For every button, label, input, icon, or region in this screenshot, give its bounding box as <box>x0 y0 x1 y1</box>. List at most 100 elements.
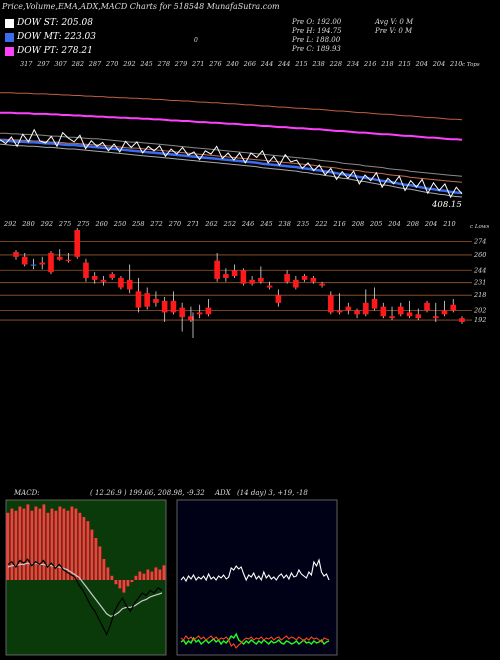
top-tick-label: 292 <box>122 60 135 68</box>
adx-values: (14 day) 3, +19, -18 <box>237 489 308 497</box>
legend-swatch-mt <box>5 32 14 42</box>
macd-histogram-bar <box>90 529 94 580</box>
macd-histogram-bar <box>102 559 106 580</box>
top-tick-label: 204 <box>415 60 428 68</box>
macd-histogram-bar <box>34 506 38 580</box>
macd-histogram-bar <box>22 508 26 580</box>
candle-tick-label: 252 <box>223 220 236 228</box>
dow-mt-line <box>0 138 463 195</box>
macd-histogram-bar <box>62 508 66 580</box>
level-label: 274 <box>473 238 486 246</box>
macd-histogram-bar <box>146 569 150 580</box>
candlestick-panel: 292 280 292 275 275 260 250 258 272 270 271 262 252 2… <box>0 220 490 338</box>
top-tick-label: 216 <box>363 60 376 68</box>
adx-panel <box>176 499 338 656</box>
legend-dow-st: DOW ST: 205.08 <box>5 18 93 28</box>
macd-histogram-bar <box>138 571 142 580</box>
top-tick-label: 279 <box>174 60 187 68</box>
macd-histogram-bar <box>98 546 102 580</box>
candle-down <box>293 279 299 288</box>
price-line <box>0 128 463 199</box>
macd-histogram-bar <box>130 580 134 583</box>
macd-histogram-bar <box>58 506 62 580</box>
candle-up <box>30 264 37 266</box>
candle-tick-label: 208 <box>351 220 364 228</box>
legend-label-mt: DOW MT: 223.03 <box>17 32 96 42</box>
top-tick-label: 238 <box>311 60 324 68</box>
chart-title: Price,Volume,EMA,ADX,MACD Charts for 518… <box>2 2 280 11</box>
candle-tick-label: 260 <box>95 220 108 228</box>
candle-tick-label: 208 <box>406 220 419 228</box>
macd-histogram-bar <box>6 512 10 580</box>
macd-histogram-bar <box>18 506 22 580</box>
minus-di-line <box>180 635 330 649</box>
candle-down <box>432 316 439 319</box>
candle-down <box>74 230 81 257</box>
candle-down <box>56 256 63 260</box>
macd-histogram-bar <box>158 569 162 580</box>
macd-histogram-bar <box>82 517 86 580</box>
candle-tick-label: 275 <box>76 220 89 228</box>
macd-histogram-bar <box>26 504 30 580</box>
candle-down <box>275 295 282 303</box>
level-label: 202 <box>473 307 486 315</box>
macd-histogram-bar <box>118 580 122 589</box>
adx-label: ADX <box>215 489 231 497</box>
top-tick-label: 228 <box>329 60 342 68</box>
candle-tick-label: 271 <box>186 220 199 228</box>
candle-tick-label: 245 <box>259 220 272 228</box>
pre-volume: Pre V: 0 M <box>375 27 413 35</box>
top-tick-label: 282 <box>71 60 84 68</box>
top-tick-label: 244 <box>277 60 290 68</box>
candle-down <box>450 304 457 311</box>
level-label: 244 <box>473 266 486 274</box>
marker-zero: 0 <box>194 37 198 44</box>
candle-down <box>310 277 317 282</box>
top-tick-label: 240 <box>225 60 238 68</box>
top-tick-label: 204 <box>432 60 445 68</box>
candle-down <box>13 252 19 257</box>
candle-down <box>135 291 142 308</box>
top-tick-label: 271 <box>191 60 204 68</box>
top-tick-label: 215 <box>294 60 307 68</box>
candle-down <box>109 274 115 278</box>
candle-down <box>65 259 72 261</box>
candle-down <box>319 283 325 286</box>
macd-histogram-bar <box>134 575 138 580</box>
candle-down <box>196 312 203 315</box>
ema-gray-line <box>0 132 463 177</box>
macd-histogram-bar <box>110 575 114 580</box>
macd-histogram-bar <box>46 512 50 580</box>
candle-tick-label: 258 <box>131 220 144 228</box>
macd-histogram-bar <box>50 508 54 580</box>
macd-histogram-bar <box>38 508 42 580</box>
pre-high: Pre H: 194.75 <box>292 27 342 35</box>
top-tick-label: 307 <box>54 60 67 68</box>
candle-down <box>21 256 28 265</box>
candle-down <box>144 293 150 307</box>
pre-open: Pre O: 192.00 <box>292 18 342 26</box>
candle-down <box>424 302 430 311</box>
candle-down <box>441 310 448 315</box>
top-tick-label: 245 <box>139 60 152 68</box>
candle-tick-label: 205 <box>369 220 382 228</box>
avg-volume: Avg V: 0 M <box>375 18 414 26</box>
candle-tick-label: 216 <box>332 220 345 228</box>
candle-tick-label: 292 <box>40 220 53 228</box>
candle-tick-label: 250 <box>113 220 126 228</box>
candle-down <box>397 306 404 315</box>
legend-label-pt: DOW PT: 278.21 <box>17 46 93 56</box>
candle-down <box>240 270 247 284</box>
candle-down <box>328 295 334 313</box>
macd-histogram-bar <box>154 567 158 580</box>
top-tick-label: 287 <box>88 60 102 68</box>
legend-dow-mt: DOW MT: 223.03 <box>5 32 96 42</box>
macd-histogram-bar <box>42 504 46 580</box>
macd-histogram-bar <box>10 508 14 580</box>
macd-histogram-bar <box>70 506 74 580</box>
macd-values: ( 12.26.9 ) 199.66, 208.98, -9.32 <box>90 489 205 497</box>
legend-swatch-st <box>5 18 14 28</box>
candle-tick-label: 280 <box>21 220 34 228</box>
top-tick-label: 266 <box>243 60 256 68</box>
